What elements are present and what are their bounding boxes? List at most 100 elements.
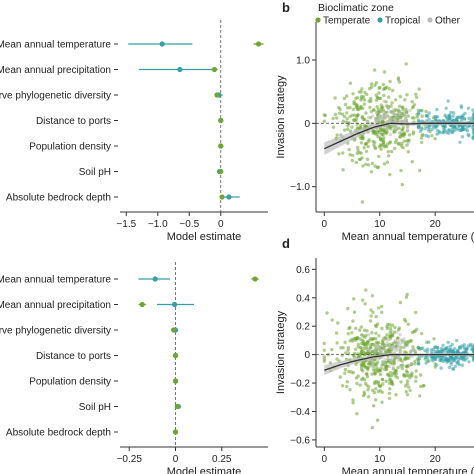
- point-temperate: [403, 317, 407, 322]
- point-other: [396, 356, 400, 360]
- point-temperate: [405, 379, 410, 383]
- point-temperate: [393, 371, 397, 375]
- point-tropical: [438, 358, 442, 362]
- estimate-point-tropical: [159, 41, 165, 47]
- point-other: [390, 346, 394, 350]
- point-temperate: [420, 114, 424, 118]
- point-temperate: [346, 348, 350, 352]
- point-other: [373, 348, 377, 352]
- point-temperate: [346, 124, 350, 128]
- point-tropical: [416, 358, 421, 362]
- point-other: [381, 337, 386, 342]
- point-tropical: [451, 367, 455, 371]
- point-temperate: [360, 96, 364, 101]
- x-tick-label: 10: [374, 219, 386, 230]
- point-temperate: [364, 288, 368, 292]
- point-temperate: [392, 362, 397, 366]
- point-temperate: [412, 116, 416, 120]
- point-temperate: [414, 310, 418, 315]
- point-temperate: [379, 103, 383, 107]
- point-temperate: [374, 81, 379, 85]
- point-temperate: [339, 346, 343, 350]
- point-temperate: [388, 371, 393, 375]
- point-temperate: [394, 393, 398, 397]
- point-temperate: [376, 389, 381, 394]
- point-other: [383, 348, 388, 353]
- x-tick-label: −1.5: [116, 219, 136, 230]
- point-temperate: [394, 138, 398, 142]
- point-tropical: [427, 126, 431, 130]
- point-temperate: [355, 96, 360, 100]
- point-temperate: [382, 70, 387, 74]
- point-temperate: [387, 154, 391, 158]
- legend-item-temperate: Temperate: [323, 16, 371, 27]
- point-temperate: [414, 375, 418, 379]
- point-temperate: [341, 168, 345, 172]
- y-tick-label: 1.0: [296, 56, 310, 67]
- point-temperate: [322, 348, 326, 352]
- estimate-point-tropical: [226, 194, 232, 200]
- point-temperate: [401, 146, 405, 150]
- point-temperate: [377, 334, 381, 338]
- point-temperate: [356, 352, 360, 356]
- point-tropical: [455, 350, 460, 354]
- point-temperate: [389, 104, 393, 108]
- point-temperate: [348, 129, 353, 133]
- point-temperate: [419, 373, 423, 377]
- point-temperate: [352, 118, 356, 123]
- point-temperate: [369, 97, 373, 101]
- point-other: [386, 338, 390, 342]
- point-temperate: [375, 418, 380, 422]
- point-temperate: [335, 116, 339, 120]
- point-temperate: [376, 368, 380, 372]
- point-temperate: [330, 347, 334, 352]
- x-axis-label: Mean annual temperature (°C): [342, 231, 474, 243]
- point-temperate: [348, 81, 353, 85]
- point-temperate: [424, 109, 428, 114]
- point-temperate: [346, 127, 350, 131]
- point-other: [387, 364, 392, 369]
- point-other: [403, 344, 407, 348]
- point-other: [397, 337, 402, 341]
- point-other: [367, 115, 371, 120]
- point-tropical: [434, 124, 438, 129]
- point-temperate: [372, 108, 376, 112]
- point-temperate: [361, 339, 365, 344]
- point-other: [399, 350, 403, 354]
- point-temperate: [380, 390, 384, 394]
- legend-item-other: Other: [435, 16, 461, 27]
- point-temperate: [366, 144, 370, 149]
- estimate-point-tropical: [177, 66, 183, 73]
- scatter-points: [322, 288, 474, 430]
- point-temperate: [407, 385, 411, 389]
- point-temperate: [369, 308, 373, 312]
- point-temperate: [350, 158, 355, 163]
- point-temperate: [341, 151, 345, 155]
- y-tick-label: −0.2: [290, 379, 310, 390]
- point-temperate: [340, 112, 345, 116]
- point-temperate: [399, 168, 403, 173]
- point-temperate: [365, 329, 369, 333]
- point-other: [388, 132, 393, 137]
- point-tropical: [447, 113, 451, 117]
- point-temperate: [351, 92, 355, 96]
- point-temperate: [352, 353, 356, 357]
- y-axis-label: Invasion strategy: [275, 75, 287, 159]
- point-temperate: [375, 165, 380, 170]
- point-temperate: [353, 347, 358, 351]
- point-tropical: [459, 105, 464, 110]
- estimate-point-temperate: [139, 301, 145, 308]
- point-temperate: [402, 373, 406, 378]
- legend-title: Bioclimatic zone: [318, 2, 394, 14]
- point-temperate: [344, 111, 349, 115]
- category-label: Mean annual temperature: [0, 40, 111, 51]
- point-other: [395, 345, 400, 350]
- point-temperate: [366, 163, 371, 167]
- point-temperate: [345, 94, 349, 98]
- point-temperate: [406, 150, 410, 154]
- point-temperate: [404, 62, 408, 66]
- point-temperate: [364, 149, 369, 154]
- x-tick-label: 20: [430, 454, 442, 465]
- point-temperate: [358, 337, 362, 341]
- legend-marker-other: [427, 17, 433, 23]
